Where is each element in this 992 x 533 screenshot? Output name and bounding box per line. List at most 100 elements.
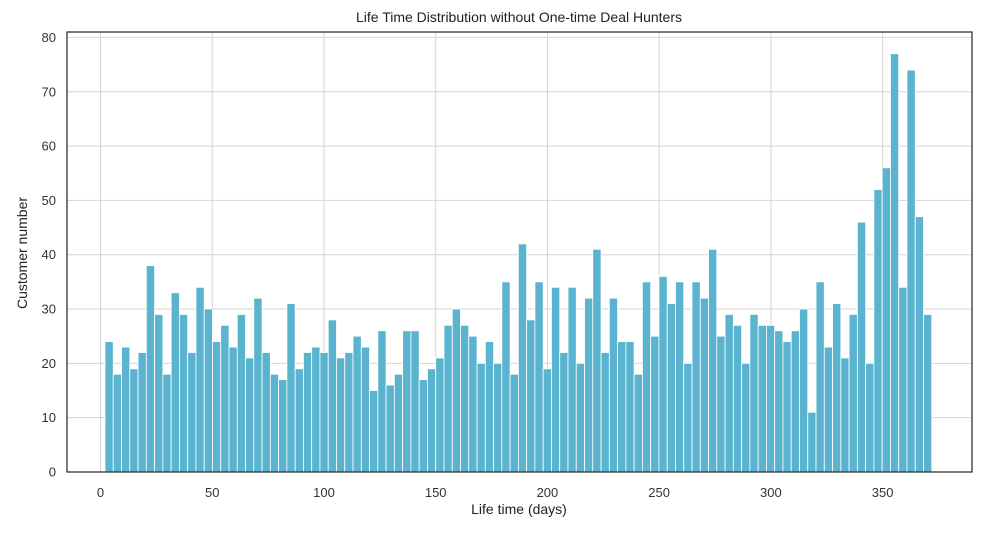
y-tick-label: 80 (42, 30, 56, 45)
histogram-bar (336, 357, 346, 473)
histogram-bar (228, 346, 238, 473)
x-axis-label: Life time (days) (471, 501, 567, 517)
histogram-bar (642, 281, 652, 473)
histogram-bar (303, 352, 313, 473)
chart-title: Life Time Distribution without One-time … (356, 9, 682, 25)
histogram-bar (344, 352, 354, 473)
histogram-bar (121, 346, 131, 473)
y-tick-label: 10 (42, 410, 56, 425)
histogram-bar (650, 335, 660, 473)
histogram-bar (741, 362, 751, 473)
y-tick-labels: 0 10 20 30 40 50 60 70 80 (42, 30, 56, 480)
histogram-bar (220, 324, 230, 473)
histogram-bar (799, 308, 809, 473)
histogram-bar (278, 379, 288, 473)
histogram-bar (658, 276, 668, 473)
histogram-bar (360, 346, 370, 473)
histogram-bar (757, 324, 767, 473)
histogram-bar (245, 357, 255, 473)
histogram-bar (311, 346, 321, 473)
histogram-bar (873, 189, 883, 473)
x-tick-label: 100 (313, 485, 335, 500)
histogram-bar (708, 248, 718, 473)
histogram-bar (327, 319, 337, 473)
histogram-bar (501, 281, 511, 473)
histogram-bar (790, 330, 800, 473)
histogram-bar (716, 335, 726, 473)
histogram-bar (385, 384, 395, 473)
histogram-bar (724, 314, 734, 473)
bars (104, 53, 933, 473)
histogram-bar (914, 216, 924, 473)
histogram-bar (435, 357, 445, 473)
histogram-bar (236, 314, 246, 473)
histogram-bar (666, 303, 676, 473)
histogram-bar (377, 330, 387, 473)
histogram-bar (129, 368, 139, 473)
histogram-bar (402, 330, 412, 473)
histogram-bar (807, 411, 817, 473)
histogram-bar (137, 352, 147, 473)
y-axis-label: Customer number (14, 197, 30, 309)
histogram-bar (154, 314, 164, 473)
histogram-bar (898, 286, 908, 473)
histogram-bar (443, 324, 453, 473)
histogram-bar (840, 357, 850, 473)
histogram-bar (493, 362, 503, 473)
histogram-bar (145, 265, 155, 473)
histogram-bar (261, 352, 271, 473)
x-tick-label: 200 (537, 485, 559, 500)
histogram-bar (633, 373, 643, 473)
y-tick-label: 50 (42, 193, 56, 208)
histogram-bar (923, 314, 933, 473)
histogram-bar (732, 324, 743, 473)
y-tick-label: 60 (42, 139, 56, 154)
histogram-bar (774, 330, 784, 473)
histogram-bar (567, 286, 577, 473)
histogram-bar (534, 281, 544, 473)
histogram-bar (451, 308, 461, 473)
y-tick-label: 0 (49, 465, 56, 480)
x-tick-label: 250 (648, 485, 670, 500)
histogram-bar (600, 352, 610, 473)
x-tick-label: 0 (97, 485, 104, 500)
histogram-bar (832, 303, 842, 473)
x-tick-labels: 0 50 100 150 200 250 300 350 (97, 485, 894, 500)
histogram-bar (393, 373, 404, 473)
histogram-bar (178, 314, 189, 473)
histogram-bar (509, 373, 519, 473)
histogram-bar (187, 352, 197, 473)
histogram-bar (575, 362, 585, 473)
histogram-bar (584, 297, 594, 473)
histogram-bar (253, 297, 263, 473)
histogram-bar (162, 373, 172, 473)
histogram-bar (418, 379, 428, 473)
histogram-bar (468, 335, 478, 473)
histogram-bar (269, 373, 280, 473)
histogram-bar (369, 390, 379, 473)
histogram-bar (319, 352, 329, 473)
histogram-bar (865, 362, 875, 473)
x-tick-label: 50 (205, 485, 219, 500)
histogram-bar (112, 373, 122, 473)
histogram-bar (170, 292, 180, 473)
histogram-bar (625, 341, 635, 473)
histogram-bar (542, 368, 552, 473)
histogram-bar (906, 69, 916, 473)
y-tick-label: 20 (42, 356, 56, 371)
histogram-bar (286, 303, 296, 473)
histogram-bar (526, 319, 536, 473)
histogram-bar (890, 53, 900, 473)
histogram-bar (782, 341, 792, 473)
y-tick-label: 30 (42, 302, 56, 317)
histogram-bar (559, 352, 569, 473)
x-tick-label: 300 (760, 485, 782, 500)
histogram-bar (212, 341, 222, 473)
histogram-bar (617, 341, 627, 473)
y-tick-label: 40 (42, 247, 56, 262)
histogram-bar (195, 286, 205, 473)
histogram-bar (881, 167, 891, 473)
histogram-bar (460, 324, 470, 473)
histogram-bar (749, 314, 759, 473)
y-tick-label: 70 (42, 84, 56, 99)
